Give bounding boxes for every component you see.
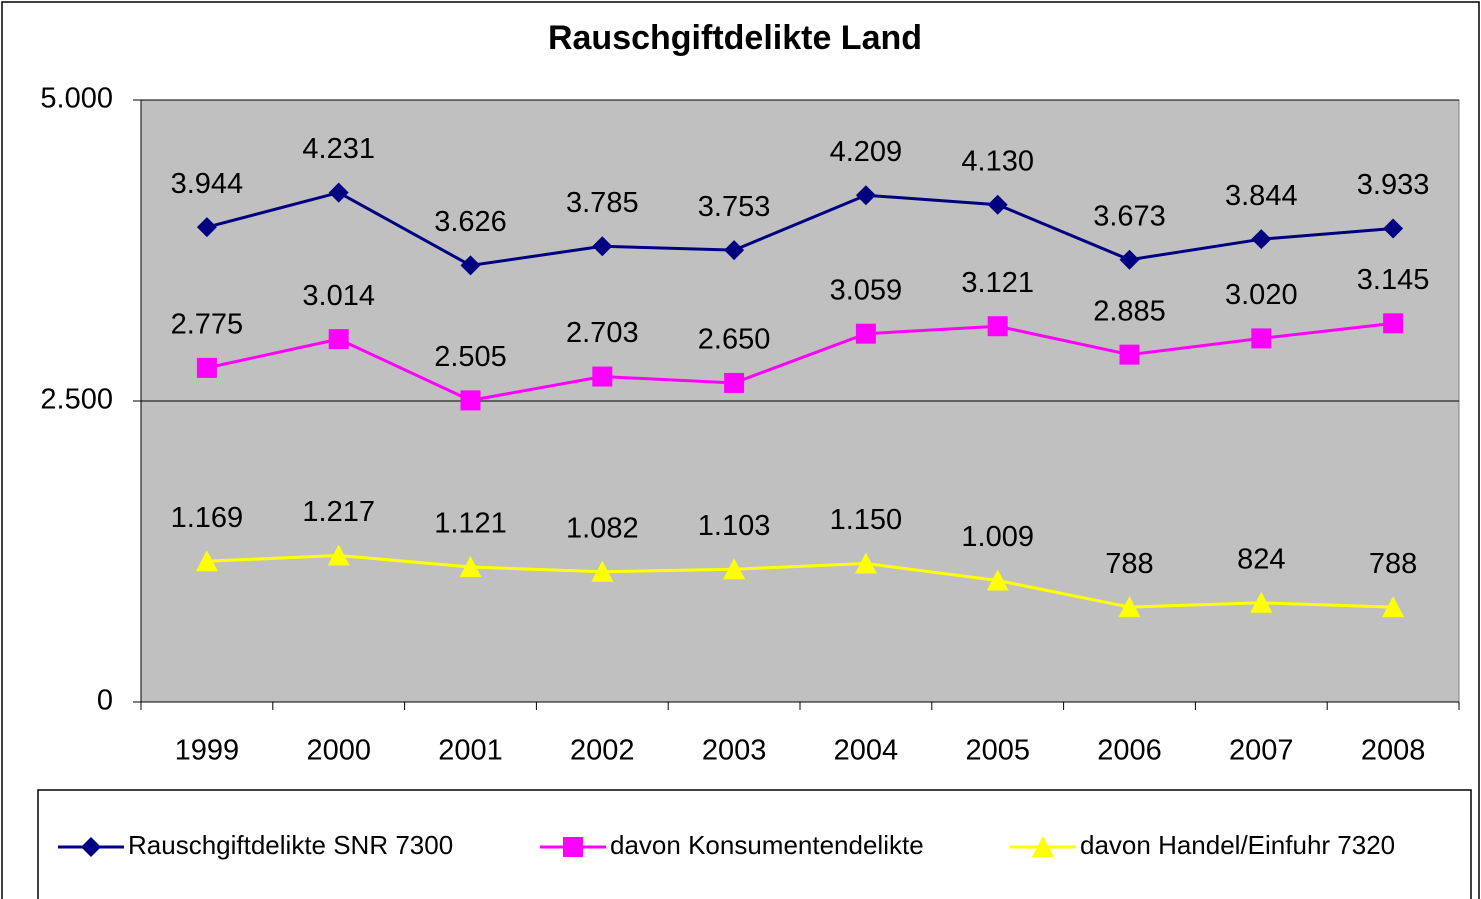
x-tick-label: 2007: [1229, 735, 1294, 767]
data-point: [1382, 596, 1405, 618]
legend-label: davon Konsumentendelikte: [610, 830, 924, 860]
y-tick-label: 0: [97, 685, 113, 717]
data-label: 2.885: [1093, 295, 1166, 327]
data-label: 3.673: [1093, 200, 1166, 232]
data-label: 3.933: [1357, 169, 1430, 201]
data-point: [327, 544, 350, 566]
data-label: 2.650: [698, 324, 771, 356]
series-line: [206, 321, 1394, 402]
data-label: 1.082: [566, 512, 639, 544]
data-label: 3.145: [1357, 264, 1430, 296]
data-point: [855, 185, 876, 206]
data-point: [1251, 328, 1272, 349]
chart-title: Rauschgiftdelikte Land: [548, 19, 922, 57]
data-label: 3.020: [1225, 279, 1298, 311]
series-line: [206, 553, 1394, 609]
legend-marker: [1032, 836, 1054, 857]
data-point: [987, 316, 1008, 337]
data-label: 4.130: [961, 145, 1034, 177]
data-label: 2.505: [434, 341, 507, 373]
series-line: [206, 190, 1394, 267]
legend-label: Rauschgiftdelikte SNR 7300: [128, 830, 453, 860]
data-label: 1.103: [698, 510, 771, 542]
data-point: [1119, 344, 1140, 365]
legend-marker: [563, 837, 583, 857]
data-label: 3.626: [434, 206, 507, 238]
data-point: [459, 556, 482, 578]
data-point: [460, 390, 481, 411]
data-point: [1251, 229, 1272, 250]
data-point: [986, 569, 1009, 591]
data-point: [724, 372, 745, 393]
data-label: 2.703: [566, 317, 639, 349]
data-point: [592, 366, 613, 387]
x-tick-label: 2002: [570, 735, 635, 767]
data-point: [854, 552, 877, 574]
data-point: [1119, 249, 1140, 270]
legend-marker: [81, 837, 101, 857]
data-label: 788: [1105, 548, 1153, 580]
x-tick-label: 2006: [1097, 735, 1162, 767]
data-label: 3.844: [1225, 180, 1298, 212]
y-tick-label: 2.500: [40, 384, 113, 416]
data-point: [1250, 591, 1273, 613]
data-label: 1.009: [961, 521, 1034, 553]
legend-label: davon Handel/Einfuhr 7320: [1080, 830, 1395, 860]
data-label: 3.785: [566, 187, 639, 219]
data-label: 1.169: [171, 502, 244, 534]
data-point: [1383, 313, 1404, 334]
y-tick-label: 5.000: [40, 83, 113, 115]
x-tick-label: 1999: [175, 735, 240, 767]
data-label: 3.059: [830, 274, 903, 306]
data-point: [1118, 596, 1141, 618]
x-tick-label: 2003: [702, 735, 767, 767]
data-point: [196, 357, 217, 378]
data-point: [724, 240, 745, 261]
data-point: [328, 182, 349, 203]
data-label: 4.231: [302, 133, 375, 165]
data-label: 824: [1237, 543, 1285, 575]
data-point: [591, 560, 614, 582]
legend-box: [37, 789, 1472, 899]
data-point: [328, 329, 349, 350]
data-point: [1383, 218, 1404, 239]
data-label: 4.209: [830, 136, 903, 168]
data-point: [855, 323, 876, 344]
data-label: 3.944: [171, 168, 244, 200]
data-label: 3.121: [961, 267, 1034, 299]
data-label: 788: [1369, 548, 1417, 580]
x-tick-label: 2001: [438, 735, 503, 767]
data-label: 1.150: [830, 504, 903, 536]
data-point: [723, 558, 746, 580]
x-tick-label: 2005: [965, 735, 1030, 767]
x-tick-label: 2008: [1361, 735, 1426, 767]
data-label: 1.217: [302, 496, 375, 528]
x-tick-label: 2004: [834, 735, 899, 767]
x-tick-label: 2000: [306, 735, 371, 767]
data-point: [592, 236, 613, 257]
data-label: 2.775: [171, 309, 244, 341]
data-label: 3.753: [698, 191, 771, 223]
data-label: 3.014: [302, 280, 375, 312]
data-point: [196, 217, 217, 238]
data-point: [195, 550, 218, 572]
data-label: 1.121: [434, 508, 507, 540]
data-point: [460, 255, 481, 276]
data-point: [987, 194, 1008, 215]
